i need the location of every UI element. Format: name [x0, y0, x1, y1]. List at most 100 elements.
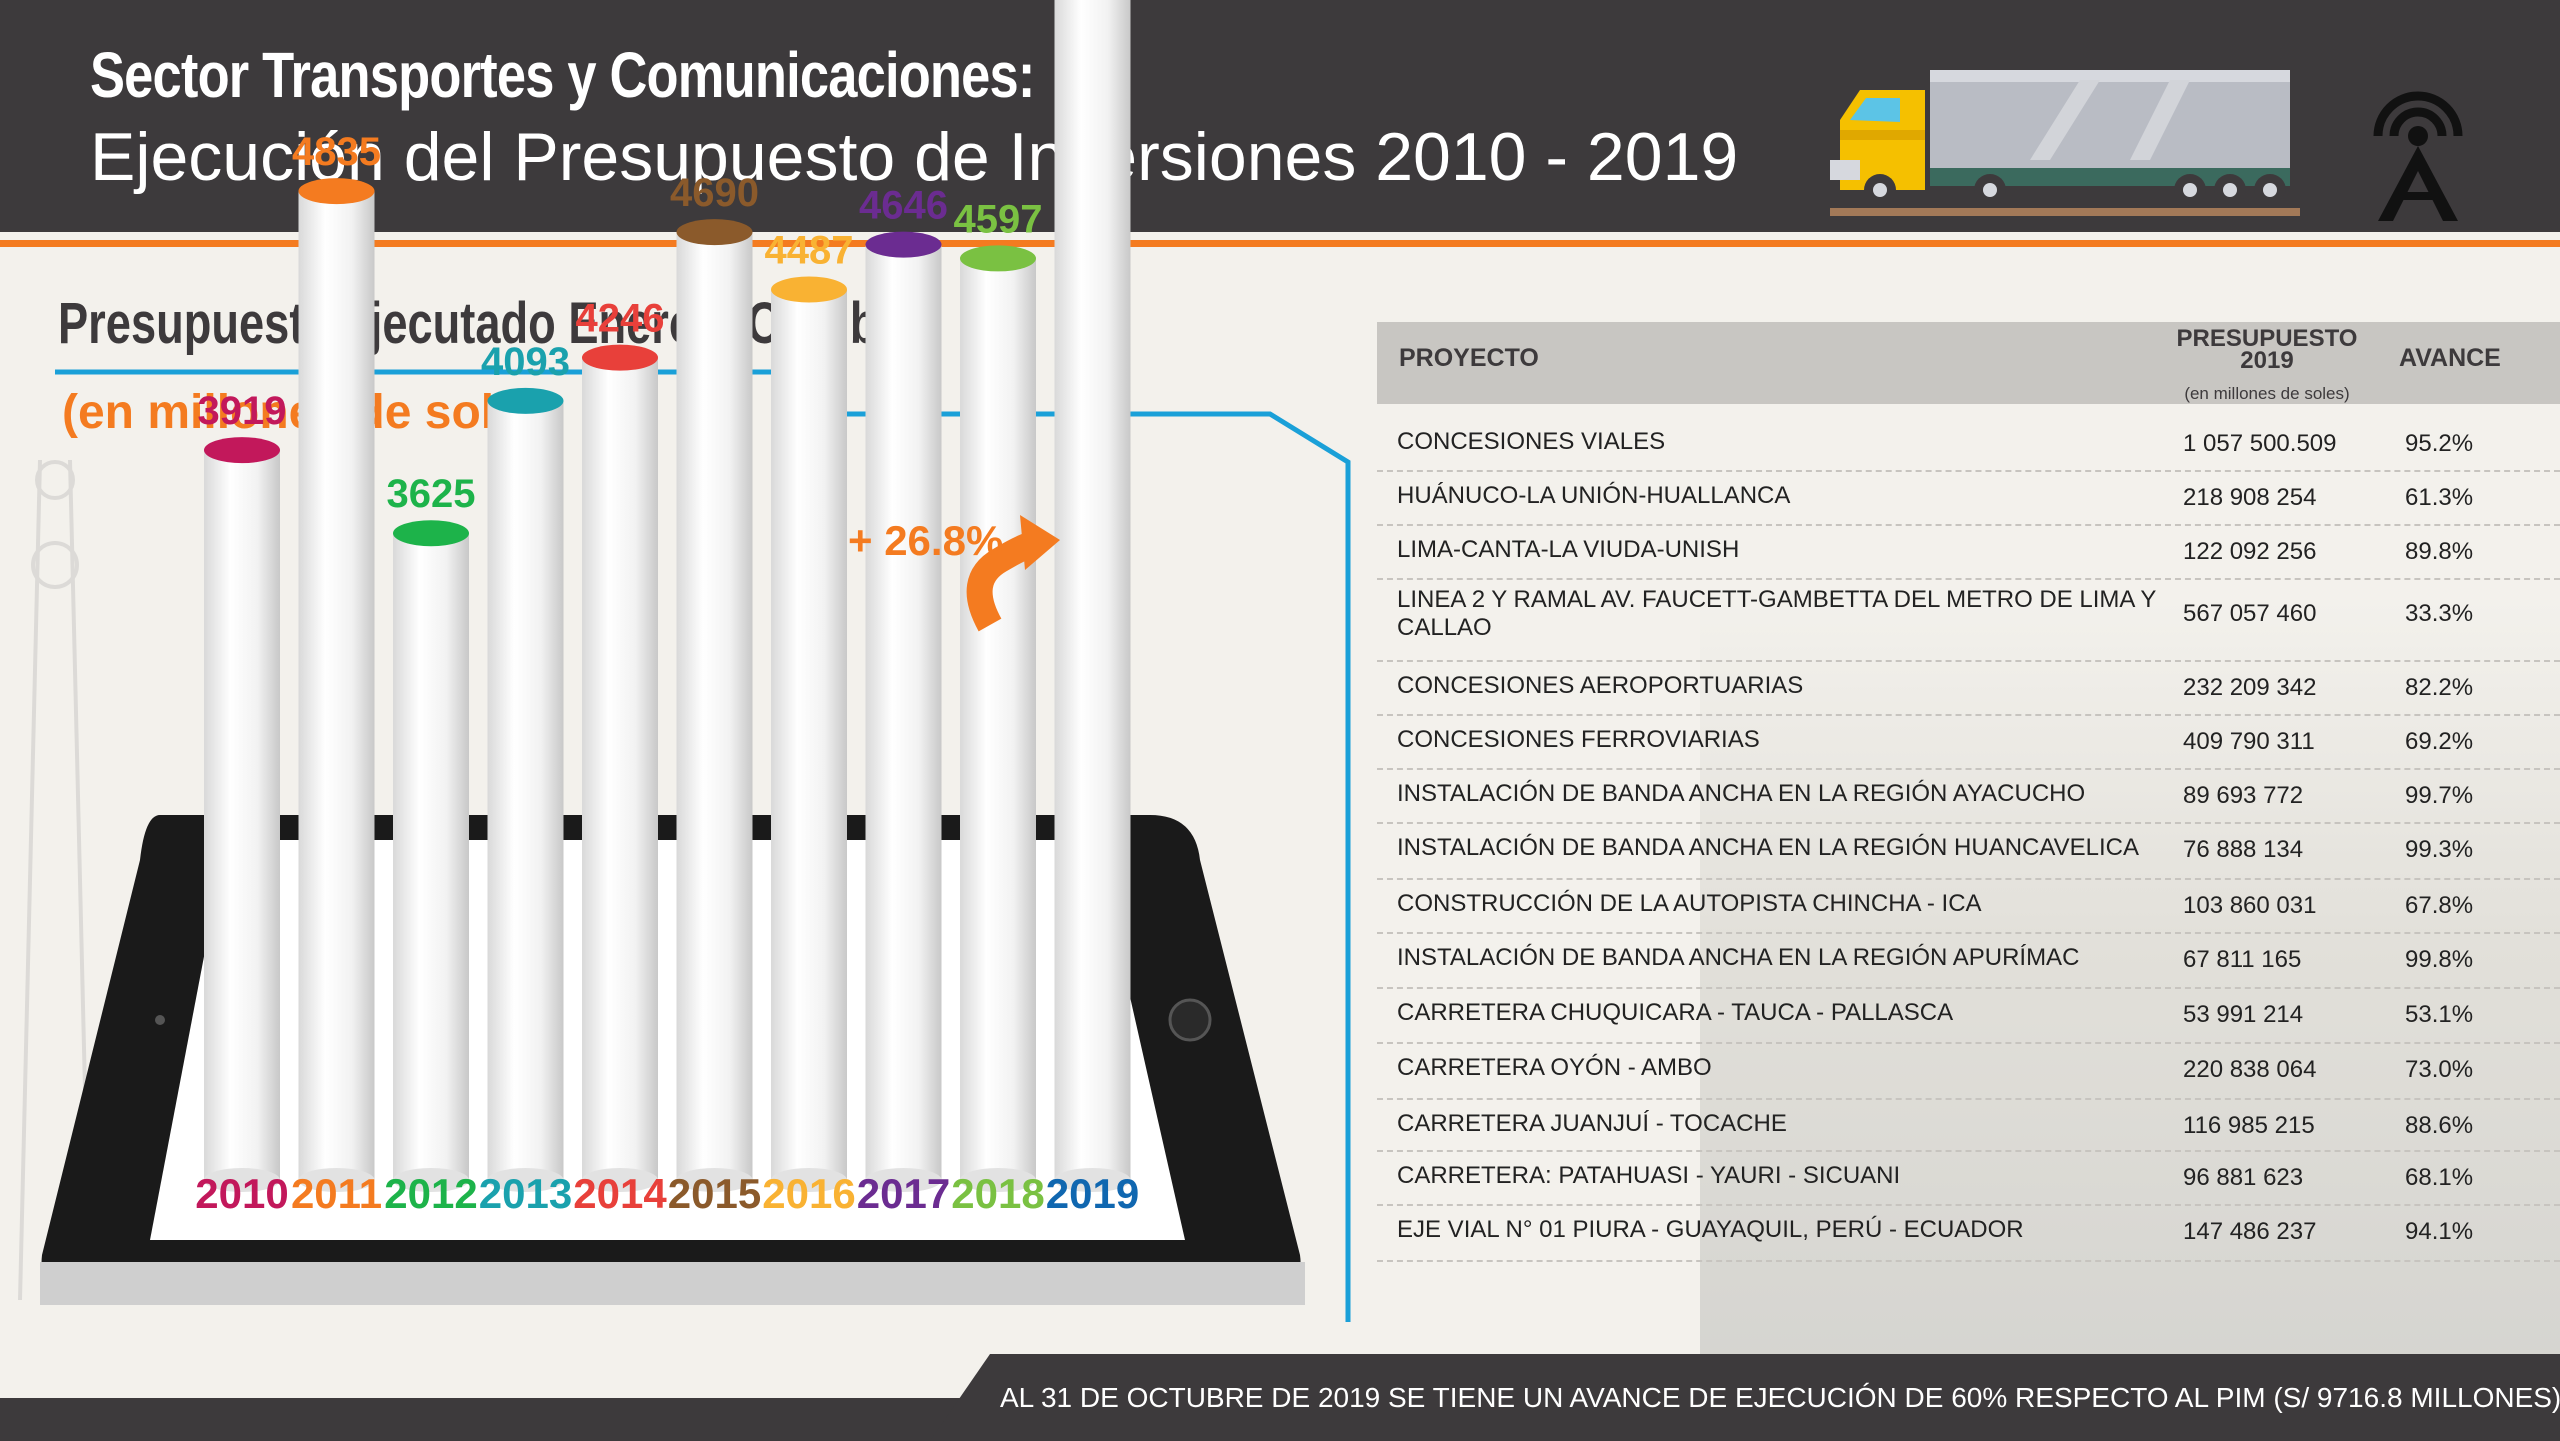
- bar-base-2013: [487, 1168, 564, 1192]
- table-row: INSTALACIÓN DE BANDA ANCHA EN LA REGIÓN …: [1377, 932, 2560, 989]
- cell-budget: 232 209 342: [2183, 674, 2317, 701]
- cell-progress: 99.3%: [2405, 836, 2474, 863]
- bar-cap-2013: [487, 387, 564, 414]
- table-row: CONCESIONES VIALES 1 057 500.509 95.2%: [1377, 416, 2560, 472]
- cell-budget: 409 790 311: [2183, 728, 2315, 755]
- cell-project: HUÁNUCO-LA UNIÓN-HUALLANCA: [1397, 482, 1791, 509]
- background-road-photo: [1700, 600, 2560, 1380]
- bar-2017: [865, 244, 942, 1180]
- bar-chart: 3919 2010 4835 2011 3625 2012 4093 2013 4246 2014…: [18, 0, 1351, 1322]
- bar-2019: [1054, 0, 1131, 1180]
- cell-progress: 73.0%: [2405, 1056, 2474, 1083]
- cell-project: EJE VIAL N° 01 PIURA - GUAYAQUIL, PERÚ -…: [1397, 1216, 2024, 1243]
- cell-progress: 33.3%: [2405, 600, 2474, 627]
- bar-2015: [676, 232, 753, 1181]
- cell-progress: 89.8%: [2405, 538, 2474, 565]
- cell-project: CONCESIONES FERROVIARIAS: [1397, 726, 1760, 753]
- bar-2011: [298, 191, 375, 1180]
- cell-project: INSTALACIÓN DE BANDA ANCHA EN LA REGIÓN …: [1397, 780, 2086, 807]
- cell-project: CONCESIONES AEROPORTUARIAS: [1397, 672, 1804, 699]
- table-row: INSTALACIÓN DE BANDA ANCHA EN LA REGIÓN …: [1377, 768, 2560, 824]
- cell-progress: 53.1%: [2405, 1001, 2474, 1028]
- cell-budget: 89 693 772: [2183, 782, 2304, 809]
- growth-arrow: [966, 515, 1060, 632]
- data-label-2016: 4487: [765, 229, 854, 273]
- table-row: CONSTRUCCIÓN DE LA AUTOPISTA CHINCHA - I…: [1377, 878, 2560, 934]
- bar-2016: [771, 289, 847, 1180]
- category-label-2014: 2014: [573, 1170, 667, 1217]
- bar-cap-2012: [393, 520, 469, 547]
- bar-cap-2017: [865, 231, 942, 258]
- bar-2012: [393, 533, 469, 1180]
- truck-icon: [1830, 70, 2300, 216]
- cell-budget: 147 486 237: [2183, 1218, 2317, 1245]
- header-accent-line: [0, 240, 2560, 247]
- category-label-2017: 2017: [857, 1170, 950, 1217]
- table-row: LINEA 2 Y RAMAL AV. FAUCETT-GAMBETTA DEL…: [1377, 578, 2560, 662]
- cell-budget: 567 057 460: [2183, 600, 2317, 627]
- table-row: LIMA-CANTA-LA VIUDA-UNISH 122 092 256 89.8…: [1377, 524, 2560, 580]
- cell-budget: 1 057 500.509: [2183, 430, 2337, 457]
- cell-project: LINEA 2 Y RAMAL AV. FAUCETT-GAMBETTA DEL…: [1397, 586, 2156, 641]
- data-label-2013: 4093: [481, 340, 570, 384]
- cell-project: CONSTRUCCIÓN DE LA AUTOPISTA CHINCHA - I…: [1397, 890, 1982, 917]
- bar-base-2015: [676, 1168, 753, 1192]
- cell-project: INSTALACIÓN DE BANDA ANCHA EN LA REGIÓN …: [1397, 834, 2139, 861]
- bar-2013: [487, 400, 564, 1180]
- category-label-2015: 2015: [668, 1170, 761, 1217]
- cell-project: LIMA-CANTA-LA VIUDA-UNISH: [1397, 536, 1740, 563]
- cell-project: CARRETERA OYÓN - AMBO: [1397, 1054, 1712, 1081]
- data-label-2010: 3919: [198, 389, 287, 433]
- cell-progress: 94.1%: [2405, 1218, 2474, 1245]
- data-label-2018: 4597: [954, 197, 1043, 241]
- bar-cap-2011: [298, 178, 375, 205]
- bar-base-2018: [960, 1168, 1036, 1192]
- header-budget: PRESUPUESTO 2019: [2176, 325, 2358, 374]
- cell-project: CARRETERA CHUQUICARA - TAUCA - PALLASCA: [1397, 999, 1954, 1026]
- table-row: CARRETERA CHUQUICARA - TAUCA - PALLASCA 5…: [1377, 987, 2560, 1044]
- cell-budget: 220 838 064: [2183, 1056, 2317, 1083]
- bars-group: 3919 2010 4835 2011 3625 2012 4093 2013 4246 2014…: [195, 0, 1139, 1217]
- table-row: CARRETERA: PATAHUASI - YAURI - SICUANI 96…: [1377, 1150, 2560, 1206]
- table-header: PROYECTO PRESUPUESTO 2019 (en millones d…: [1377, 322, 2560, 404]
- antenna-icon: [2373, 91, 2463, 221]
- growth-annotation: + 26.8%: [848, 517, 1003, 564]
- header-project: PROYECTO: [1399, 344, 1539, 372]
- data-label-2014: 4246: [576, 297, 665, 341]
- bar-base-2012: [393, 1168, 469, 1192]
- page-subtitle: Ejecución del Presupuesto de Inversiones…: [90, 119, 1739, 195]
- header-budget-sub: (en millones de soles): [2184, 384, 2350, 403]
- bar-2018: [960, 258, 1036, 1180]
- header-progress: AVANCE: [2399, 344, 2501, 372]
- cell-progress: 68.1%: [2405, 1164, 2474, 1191]
- title-underline: [55, 369, 1351, 1322]
- footer-tab: [930, 1354, 2560, 1441]
- table-row: CARRETERA JUANJUÍ - TOCACHE 116 985 215 88…: [1377, 1098, 2560, 1152]
- table-row: CARRETERA OYÓN - AMBO 220 838 064 73.0%: [1377, 1042, 2560, 1100]
- cell-project: CARRETERA: PATAHUASI - YAURI - SICUANI: [1397, 1162, 1901, 1189]
- category-label-2011: 2011: [291, 1170, 382, 1217]
- bar-base-2019: [1054, 1168, 1131, 1192]
- cell-project: CONCESIONES VIALES: [1397, 428, 1666, 455]
- data-label-2015: 4690: [670, 171, 759, 215]
- page-title: Sector Transportes y Comunicaciones:: [90, 39, 1035, 111]
- cell-budget: 122 092 256: [2183, 538, 2317, 565]
- cell-progress: 99.7%: [2405, 782, 2474, 809]
- data-label-2012: 3625: [387, 472, 476, 516]
- table-row: HUÁNUCO-LA UNIÓN-HUALLANCA 218 908 254 61.…: [1377, 470, 2560, 526]
- data-label-2017: 4646: [859, 184, 948, 228]
- table-row: INSTALACIÓN DE BANDA ANCHA EN LA REGIÓN …: [1377, 822, 2560, 880]
- bar-base-2010: [204, 1168, 280, 1192]
- category-label-2019: 2019: [1046, 1170, 1139, 1217]
- cell-progress: 88.6%: [2405, 1112, 2474, 1139]
- cell-budget: 67 811 165: [2183, 946, 2302, 973]
- cell-progress: 99.8%: [2405, 946, 2474, 973]
- footer-text: AL 31 DE OCTUBRE DE 2019 SE TIENE UN AVA…: [1000, 1382, 2560, 1413]
- bar-base-2011: [298, 1168, 375, 1192]
- cell-progress: 95.2%: [2405, 430, 2474, 457]
- cell-budget: 76 888 134: [2183, 836, 2304, 863]
- bar-cap-2016: [771, 276, 847, 303]
- bar-2014: [582, 357, 658, 1181]
- category-label-2012: 2012: [384, 1170, 477, 1217]
- bar-base-2014: [582, 1168, 658, 1192]
